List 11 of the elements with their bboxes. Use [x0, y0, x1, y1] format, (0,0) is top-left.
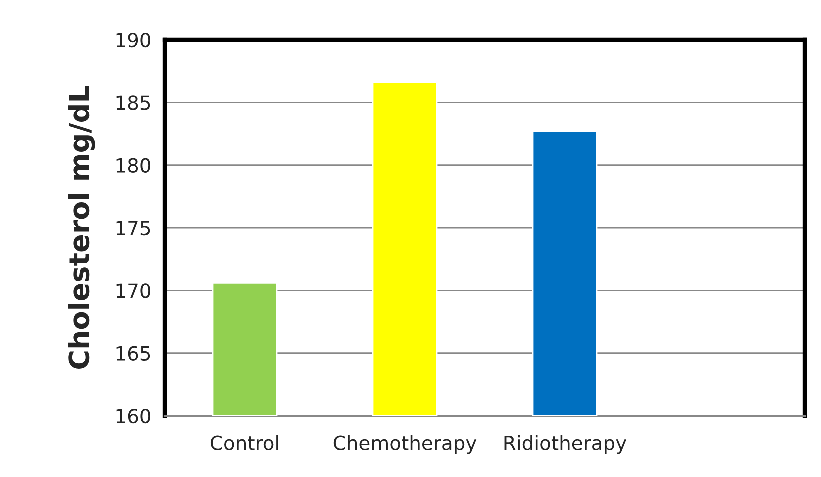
y-tick-label: 175 — [116, 221, 150, 236]
x-tick-label: Control — [210, 435, 278, 450]
y-tick-label: 190 — [116, 32, 151, 48]
y-tick-label: 160 — [116, 408, 151, 424]
y-tick-label: 165 — [116, 346, 150, 361]
y-axis-title: Cholesterol mg/dL — [68, 86, 96, 370]
x-tick-label: Ridiotherapy — [504, 435, 627, 454]
x-tick-label: Chemotherapy — [334, 435, 477, 454]
y-tick-label: 180 — [116, 158, 151, 173]
y-tick-label: 170 — [116, 284, 151, 298]
y-tick-label: 185 — [116, 96, 150, 110]
